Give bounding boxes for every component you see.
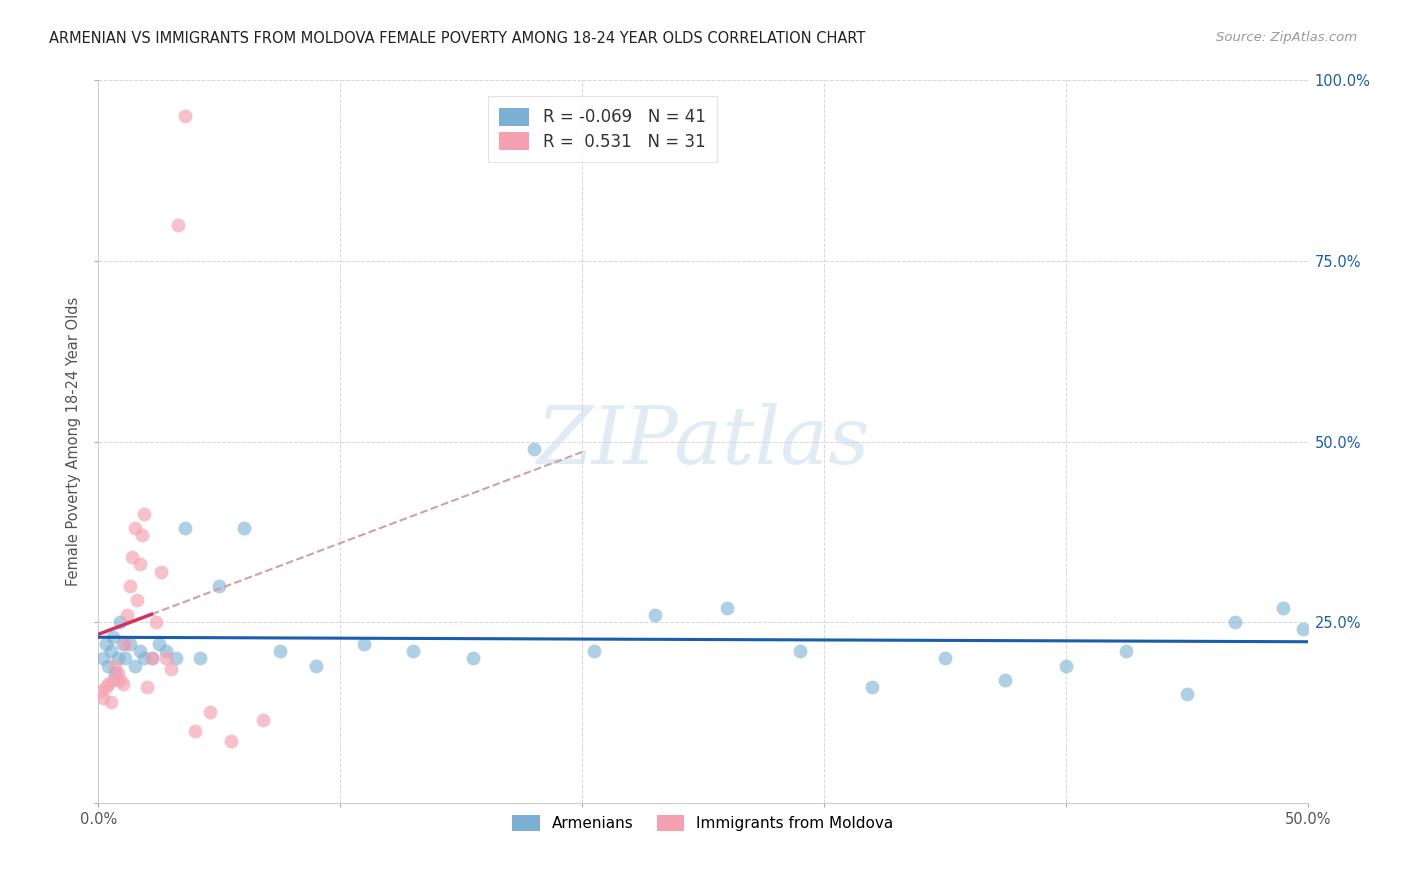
Point	[463, 651, 485, 665]
Point	[165, 651, 187, 665]
Point	[174, 521, 197, 535]
Point	[141, 651, 163, 665]
Point	[174, 110, 197, 124]
Legend: Armenians, Immigrants from Moldova: Armenians, Immigrants from Moldova	[505, 807, 901, 838]
Point	[145, 615, 167, 630]
Point	[1272, 600, 1295, 615]
Point	[114, 651, 136, 665]
Point	[221, 734, 243, 748]
Point	[208, 579, 231, 593]
Point	[167, 218, 190, 232]
Point	[104, 658, 127, 673]
Point	[128, 558, 150, 572]
Point	[155, 644, 177, 658]
Point	[114, 637, 136, 651]
Point	[111, 676, 134, 690]
Point	[128, 644, 150, 658]
Point	[1292, 623, 1315, 637]
Point	[523, 442, 546, 456]
Point	[104, 665, 127, 680]
Point	[108, 615, 131, 630]
Point	[124, 658, 146, 673]
Point	[134, 651, 156, 665]
Point	[117, 607, 139, 622]
Point	[101, 630, 124, 644]
Point	[121, 550, 143, 565]
Point	[108, 673, 131, 687]
Point	[860, 680, 883, 694]
Point	[135, 680, 157, 694]
Point	[91, 691, 114, 706]
Point	[934, 651, 956, 665]
Point	[97, 676, 120, 690]
Point	[160, 662, 183, 676]
Point	[124, 521, 146, 535]
Point	[118, 637, 141, 651]
Point	[91, 651, 114, 665]
Text: ZIPatlas: ZIPatlas	[536, 403, 870, 480]
Point	[1054, 658, 1077, 673]
Point	[131, 528, 153, 542]
Point	[97, 658, 120, 673]
Point	[134, 507, 156, 521]
Point	[198, 706, 221, 720]
Text: Source: ZipAtlas.com: Source: ZipAtlas.com	[1216, 31, 1357, 45]
Point	[644, 607, 666, 622]
Point	[150, 565, 173, 579]
Point	[107, 651, 129, 665]
Point	[1223, 615, 1246, 630]
Point	[127, 593, 149, 607]
Point	[353, 637, 375, 651]
Point	[94, 637, 117, 651]
Point	[141, 651, 163, 665]
Point	[107, 665, 129, 680]
Point	[232, 521, 254, 535]
Point	[100, 695, 122, 709]
Point	[252, 713, 274, 727]
Point	[188, 651, 211, 665]
Point	[1175, 687, 1198, 701]
Point	[269, 644, 291, 658]
Point	[184, 723, 207, 738]
Y-axis label: Female Poverty Among 18-24 Year Olds: Female Poverty Among 18-24 Year Olds	[66, 297, 82, 586]
Text: ARMENIAN VS IMMIGRANTS FROM MOLDOVA FEMALE POVERTY AMONG 18-24 YEAR OLDS CORRELA: ARMENIAN VS IMMIGRANTS FROM MOLDOVA FEMA…	[49, 31, 866, 46]
Point	[1115, 644, 1137, 658]
Point	[100, 644, 122, 658]
Point	[583, 644, 606, 658]
Point	[155, 651, 177, 665]
Point	[994, 673, 1017, 687]
Point	[111, 637, 134, 651]
Point	[101, 673, 124, 687]
Point	[94, 680, 117, 694]
Point	[90, 683, 112, 698]
Point	[148, 637, 170, 651]
Point	[305, 658, 328, 673]
Point	[118, 579, 141, 593]
Point	[402, 644, 425, 658]
Point	[789, 644, 811, 658]
Point	[716, 600, 738, 615]
